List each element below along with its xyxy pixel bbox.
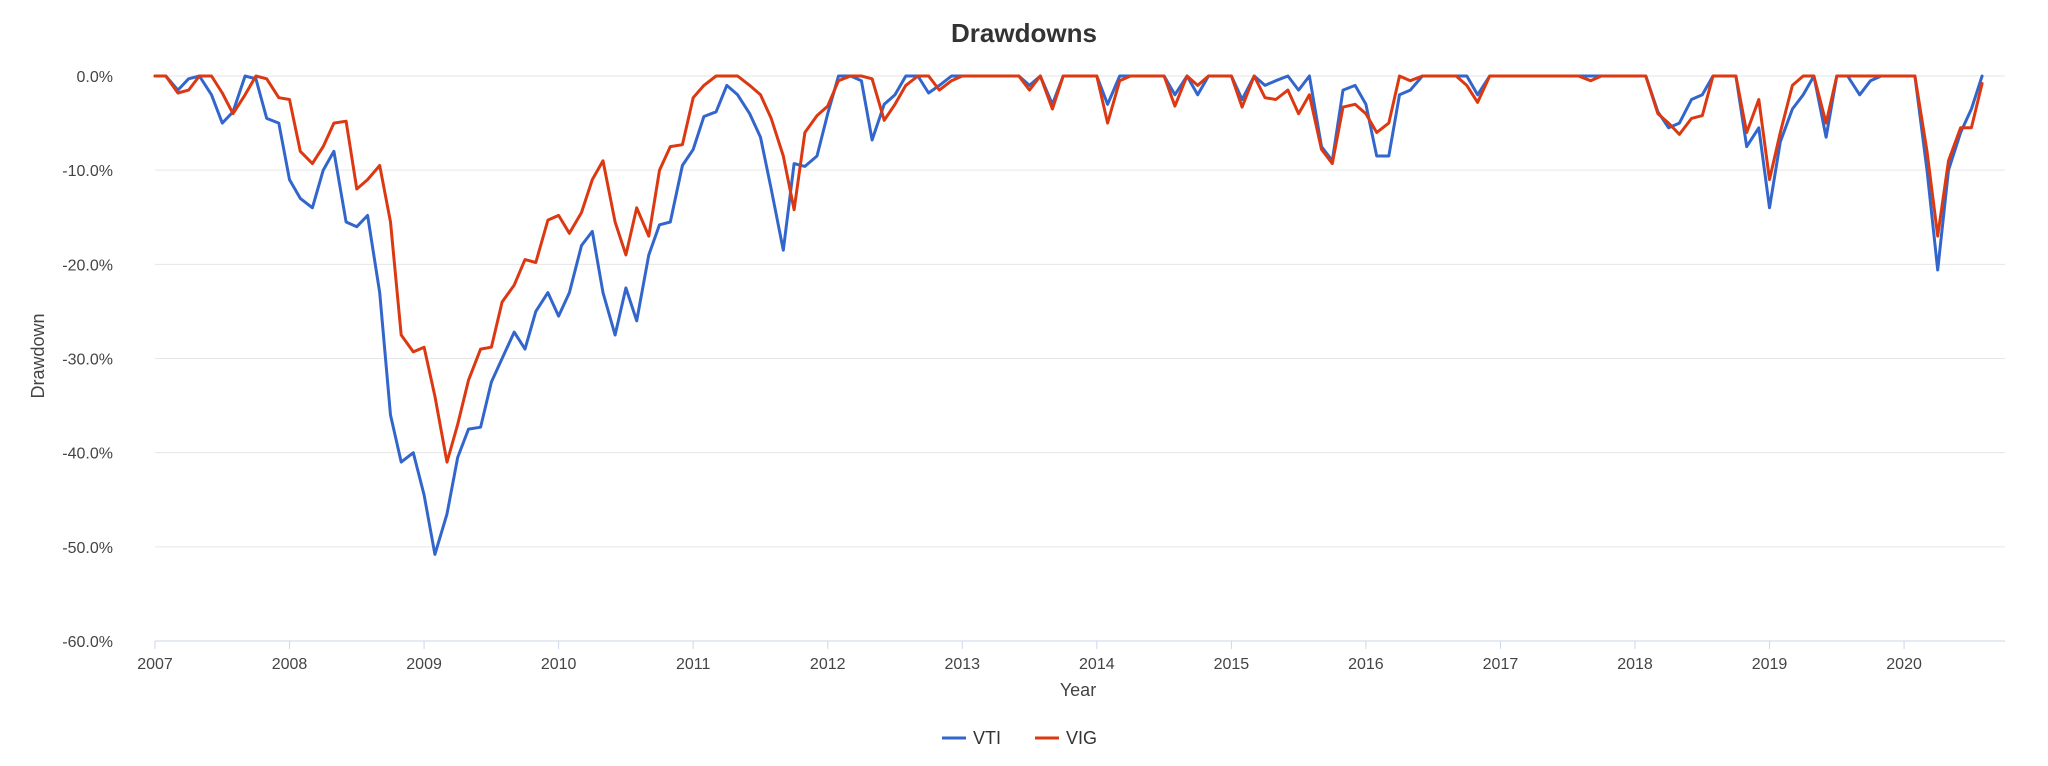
y-tick-label: -60.0% xyxy=(62,634,113,651)
legend-label: VIG xyxy=(1066,728,1097,748)
x-tick-label: 2012 xyxy=(810,656,846,673)
y-tick-label: -30.0% xyxy=(62,352,113,369)
series-line-vti xyxy=(153,74,1984,556)
x-tick-label: 2013 xyxy=(944,656,980,673)
x-axis-title: Year xyxy=(1060,680,1096,700)
y-axis-ticks: 0.0% -10.0% -20.0% -30.0% -40.0% -50.0% -60.0% xyxy=(62,69,113,651)
x-tick-label: 2014 xyxy=(1079,656,1115,673)
y-tick-label: -20.0% xyxy=(62,257,113,274)
y-axis-title: Drawdown xyxy=(28,313,48,398)
x-tick-label: 2010 xyxy=(541,656,577,673)
legend-label: VTI xyxy=(973,728,1001,748)
y-tick-label: -50.0% xyxy=(62,540,113,557)
series-line-vig xyxy=(153,74,1984,464)
x-tick-label: 2009 xyxy=(406,656,442,673)
chart-title: Drawdowns xyxy=(951,18,1097,48)
gridlines xyxy=(155,75,2005,548)
x-tick-label: 2007 xyxy=(137,656,173,673)
series-lines xyxy=(153,74,1984,556)
legend[interactable]: VTI VIG xyxy=(942,728,1097,748)
legend-item-vig[interactable]: VIG xyxy=(1035,728,1097,748)
x-tick-label: 2008 xyxy=(272,656,308,673)
x-tick-label: 2018 xyxy=(1617,656,1653,673)
x-tick-label: 2011 xyxy=(676,656,711,673)
x-tick-label: 2017 xyxy=(1483,656,1519,673)
x-tick-label: 2019 xyxy=(1752,656,1788,673)
y-tick-label: 0.0% xyxy=(77,69,113,86)
x-axis-ticks: 2007 2008 2009 2010 2011 2012 2013 2014 2015 2016… xyxy=(137,641,1922,673)
x-tick-label: 2016 xyxy=(1348,656,1384,673)
y-tick-label: -10.0% xyxy=(62,163,113,180)
y-tick-label: -40.0% xyxy=(62,446,113,463)
x-tick-label: 2015 xyxy=(1214,656,1250,673)
legend-item-vti[interactable]: VTI xyxy=(942,728,1001,748)
x-tick-label: 2020 xyxy=(1886,656,1922,673)
